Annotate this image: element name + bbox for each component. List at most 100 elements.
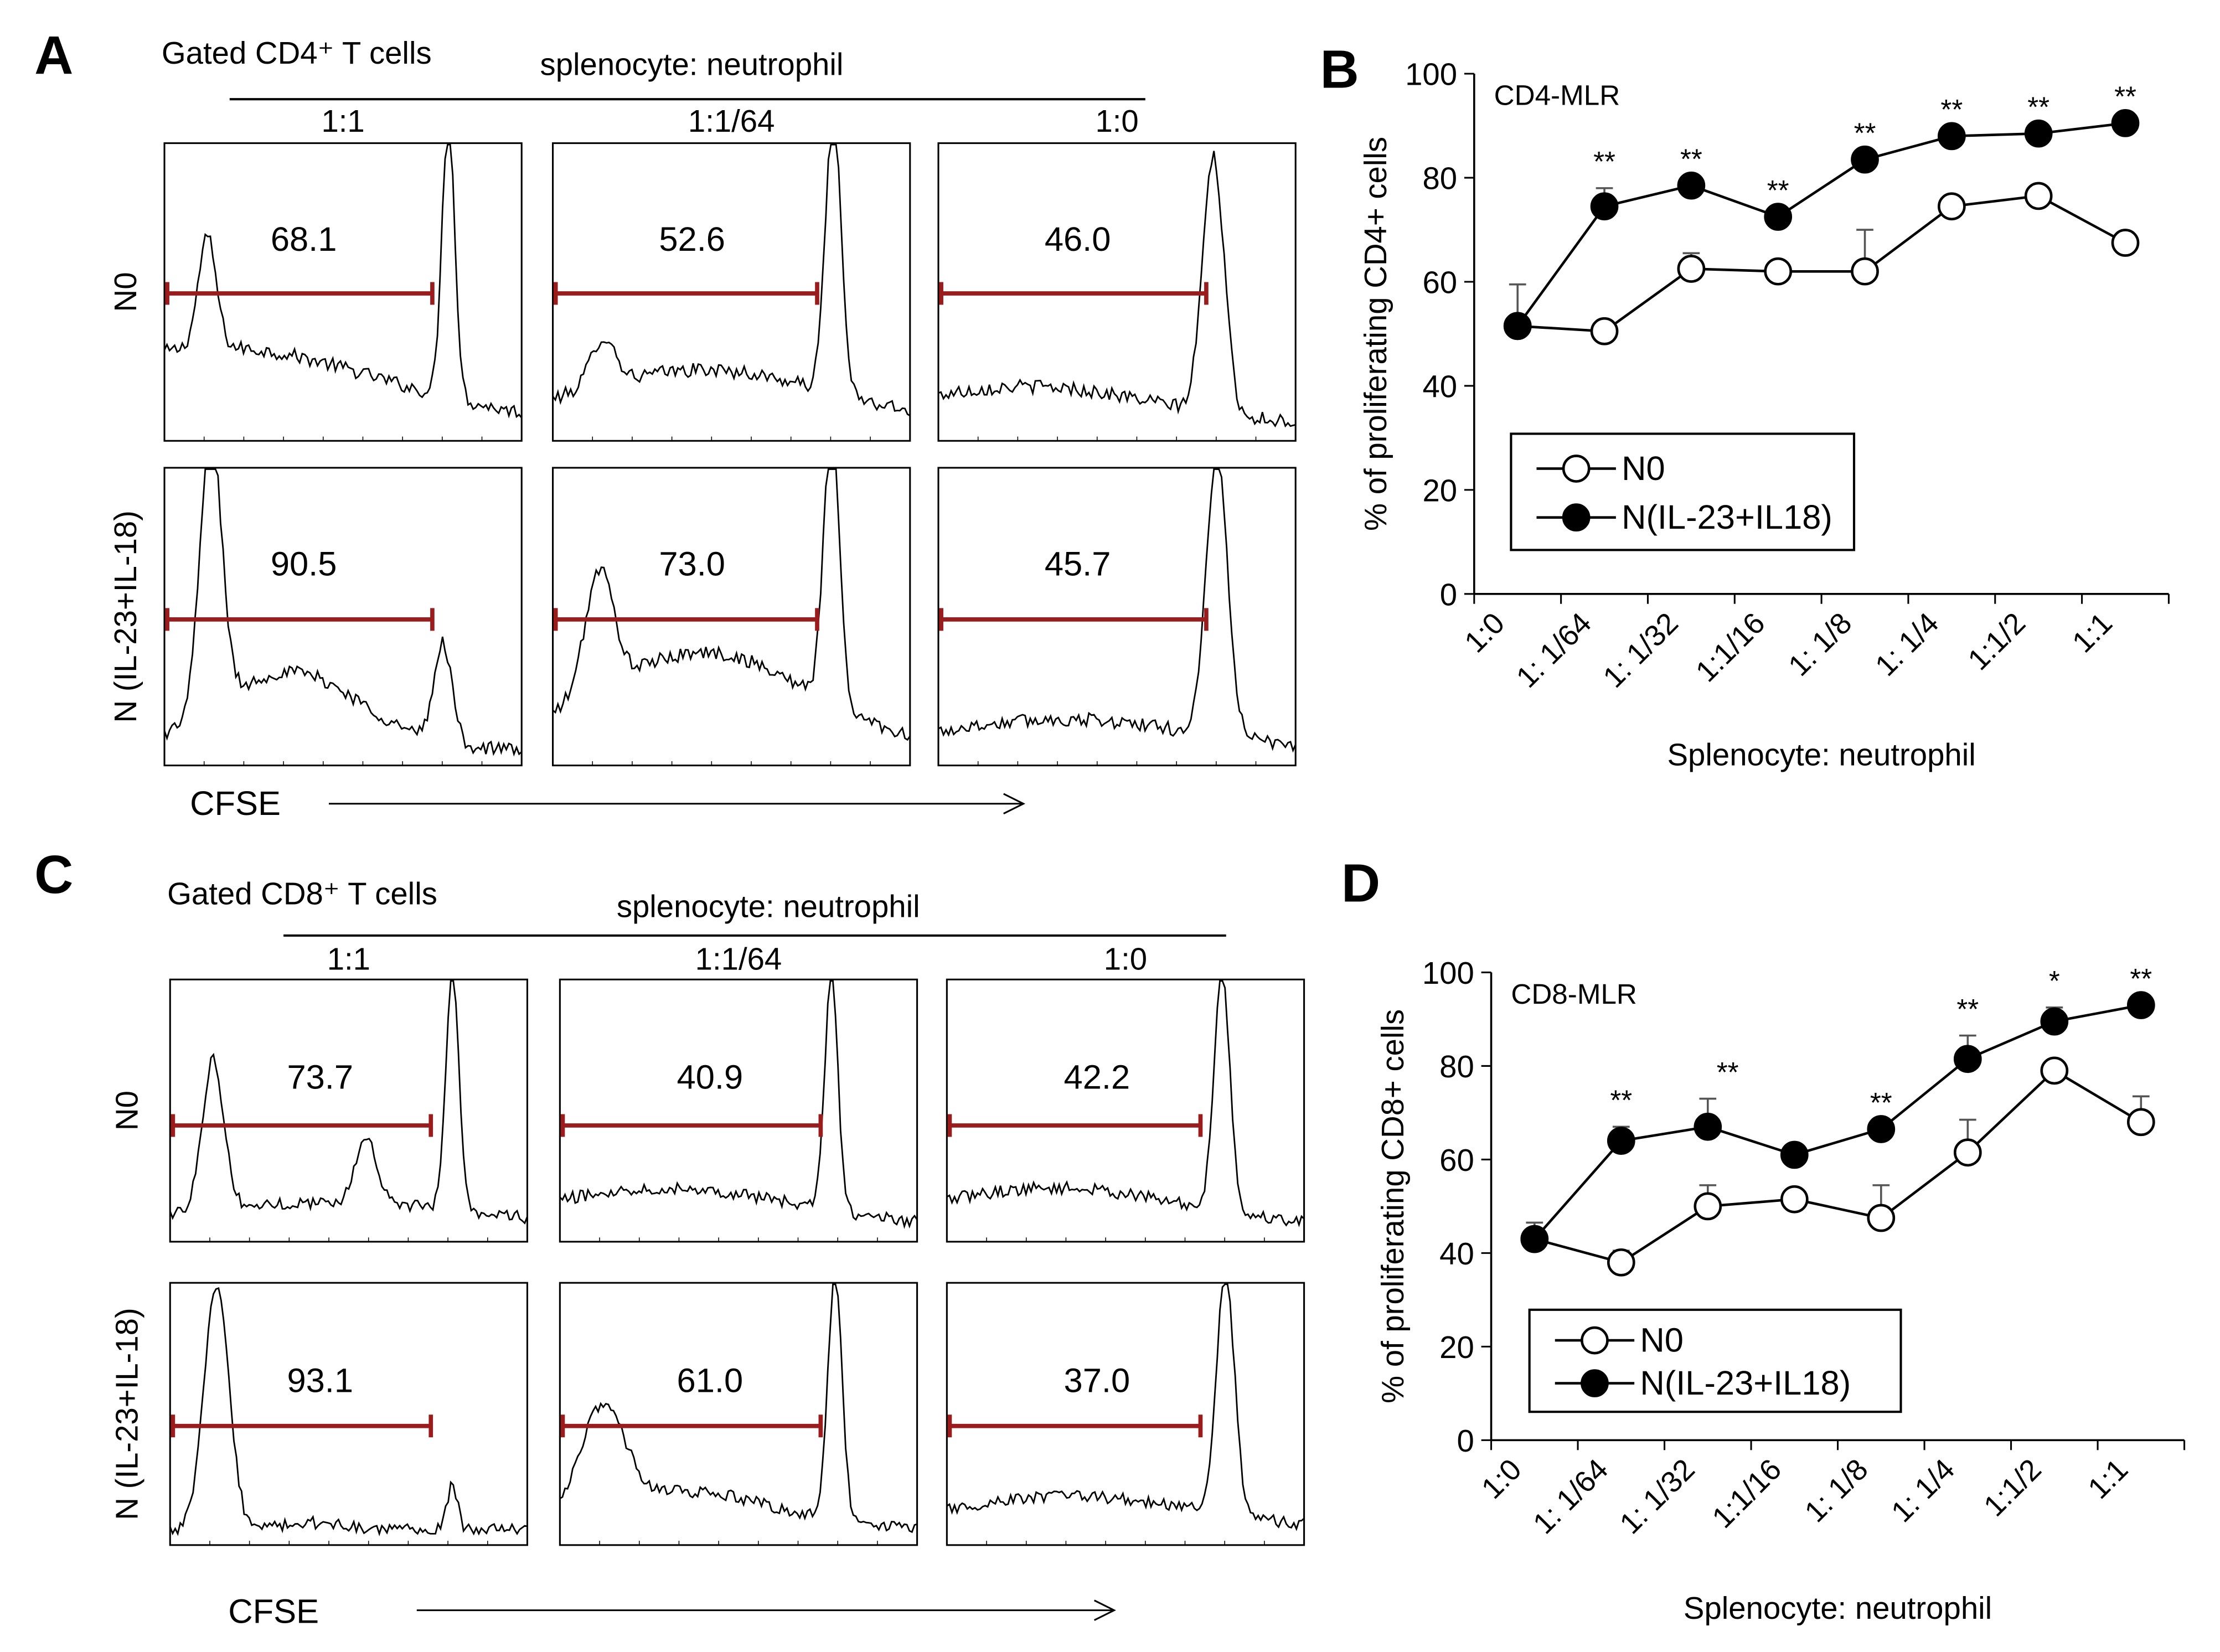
data-point-n0 (1851, 257, 1879, 286)
data-point-n0 (2126, 1108, 2155, 1137)
gate-percentage: 45.7 (1045, 545, 1111, 584)
cfse-histogram-trace (169, 980, 528, 1225)
data-point-n0 (1938, 192, 1966, 221)
y-axis-label: % of proliferating CD8+ cells (1375, 1009, 1410, 1403)
gate-label: Gated CD8⁺ T cells (167, 876, 437, 911)
histogram-frame (552, 142, 911, 442)
significance-marker: ** (1680, 143, 1702, 174)
y-tick-label: 20 (1439, 1330, 1474, 1365)
histogram-frame (559, 978, 918, 1243)
gate-percentage: 42.2 (1064, 1058, 1130, 1096)
cfse-histogram-trace (163, 468, 523, 757)
data-point-n0 (1780, 1185, 1809, 1214)
panel-letter-b: B (1320, 39, 1359, 100)
x-axis-label: Splenocyte: neutrophil (1684, 1591, 1992, 1625)
data-point-n-il23-il18 (1780, 1140, 1809, 1169)
row-label: N0 (109, 1091, 144, 1130)
significance-marker: ** (1940, 94, 1963, 125)
histogram-frame (937, 467, 1297, 767)
cfse-histogram-trace (938, 468, 1297, 753)
cfse-histogram-trace (946, 1283, 1305, 1531)
cfse-histogram-trace (946, 980, 1305, 1227)
gate-percentage: 68.1 (271, 220, 337, 259)
data-point-n0 (2040, 1056, 2069, 1085)
y-tick-label: 100 (1405, 57, 1457, 92)
row-label: N0 (108, 272, 143, 312)
significance-marker: ** (1593, 146, 1615, 177)
data-point-n-il23-il18 (1694, 1112, 1722, 1141)
ratio-header: splenocyte: neutrophil (617, 889, 920, 924)
data-point-n-il23-il18 (2024, 119, 2053, 148)
data-point-n0 (1694, 1192, 1722, 1221)
gate-percentage: 73.0 (659, 545, 725, 584)
cfse-arrow-head (1093, 1599, 1116, 1621)
cfse-histogram-trace (163, 143, 523, 419)
significance-marker: ** (1854, 117, 1876, 148)
data-point-n-il23-il18 (2126, 991, 2155, 1019)
chart-title: CD4-MLR (1494, 79, 1620, 111)
panel-letter-d: D (1341, 853, 1380, 913)
panel-letter-a: A (34, 25, 73, 85)
legend-swatch-marker-n0 (1581, 1326, 1609, 1355)
gate-percentage: 37.0 (1064, 1361, 1130, 1400)
data-point-n0 (1953, 1138, 1982, 1167)
histogram-frame (163, 467, 523, 767)
significance-marker: ** (1610, 1085, 1632, 1116)
histogram-frame (559, 1282, 918, 1546)
legend-swatch-marker-n-il23-il18 (1562, 503, 1591, 531)
ratio-header: splenocyte: neutrophil (540, 47, 844, 82)
ratio-label: 1:0 (1095, 104, 1138, 138)
data-point-n-il23-il18 (1677, 171, 1706, 200)
histogram-frame (169, 978, 529, 1243)
y-tick-label: 20 (1422, 473, 1457, 508)
gate-percentage: 46.0 (1045, 220, 1111, 259)
gate-percentage: 73.7 (287, 1058, 353, 1096)
chart-title: CD8-MLR (1511, 978, 1637, 1010)
significance-marker: ** (2114, 81, 2136, 112)
gate-percentage: 40.9 (677, 1058, 744, 1096)
significance-marker: ** (1767, 174, 1789, 206)
panel-c-cfse-histograms: C Gated CD8⁺ T cells splenocyte: neutrophi… (34, 844, 1305, 1631)
series-line-n0 (1517, 194, 2126, 333)
y-tick-label: 0 (1440, 577, 1457, 612)
data-point-n0 (2024, 182, 2053, 210)
legend-label-n0: N0 (1622, 450, 1665, 488)
legend-label-n0: N0 (1640, 1321, 1684, 1360)
ratio-label: 1:1 (327, 941, 370, 976)
data-point-n0 (2111, 229, 2140, 257)
legend-label-n-il23-il18: N(IL-23+IL18) (1640, 1364, 1851, 1402)
y-tick-label: 80 (1422, 161, 1457, 196)
significance-marker: ** (2130, 963, 2152, 994)
data-point-n-il23-il18 (1520, 1225, 1549, 1253)
cfse-arrow-head (1003, 793, 1026, 815)
data-point-n0 (1764, 257, 1793, 286)
gate-label: Gated CD4⁺ T cells (162, 35, 432, 70)
data-point-n-il23-il18 (2040, 1007, 2069, 1036)
histogram-frame (946, 1282, 1305, 1546)
series-line-n0 (1534, 1069, 2142, 1264)
cfse-histogram-trace (938, 151, 1296, 428)
panel-letter-c: C (34, 844, 73, 905)
legend-swatch-marker-n0 (1562, 455, 1591, 483)
gate-percentage: 93.1 (287, 1361, 353, 1400)
series-line-n-il23-il18 (1534, 1004, 2141, 1240)
data-point-n-il23-il18 (1764, 203, 1793, 231)
data-point-n0 (1607, 1248, 1635, 1277)
x-axis-label: Splenocyte: neutrophil (1667, 737, 1975, 772)
series-line-n-il23-il18 (1516, 122, 2126, 327)
ratio-label: 1:1/64 (688, 104, 775, 138)
data-point-n-il23-il18 (2111, 109, 2140, 137)
panel-a-cfse-histograms: A Gated CD4⁺ T cells splenocyte: neutrophi… (34, 25, 1297, 823)
histogram-frame (946, 978, 1305, 1243)
row-label: N (IL-23+IL-18) (109, 1308, 144, 1520)
cfse-axis-label: CFSE (228, 1593, 319, 1631)
cfse-histogram-trace (552, 468, 911, 741)
histogram-frame (169, 1282, 529, 1546)
cfse-histogram-trace (559, 980, 918, 1230)
data-point-n-il23-il18 (1953, 1045, 1982, 1073)
data-point-n-il23-il18 (1607, 1127, 1635, 1155)
gate-percentage: 90.5 (271, 545, 337, 584)
significance-marker: * (2049, 965, 2060, 997)
gate-percentage: 61.0 (677, 1361, 744, 1400)
y-tick-label: 0 (1457, 1423, 1474, 1458)
